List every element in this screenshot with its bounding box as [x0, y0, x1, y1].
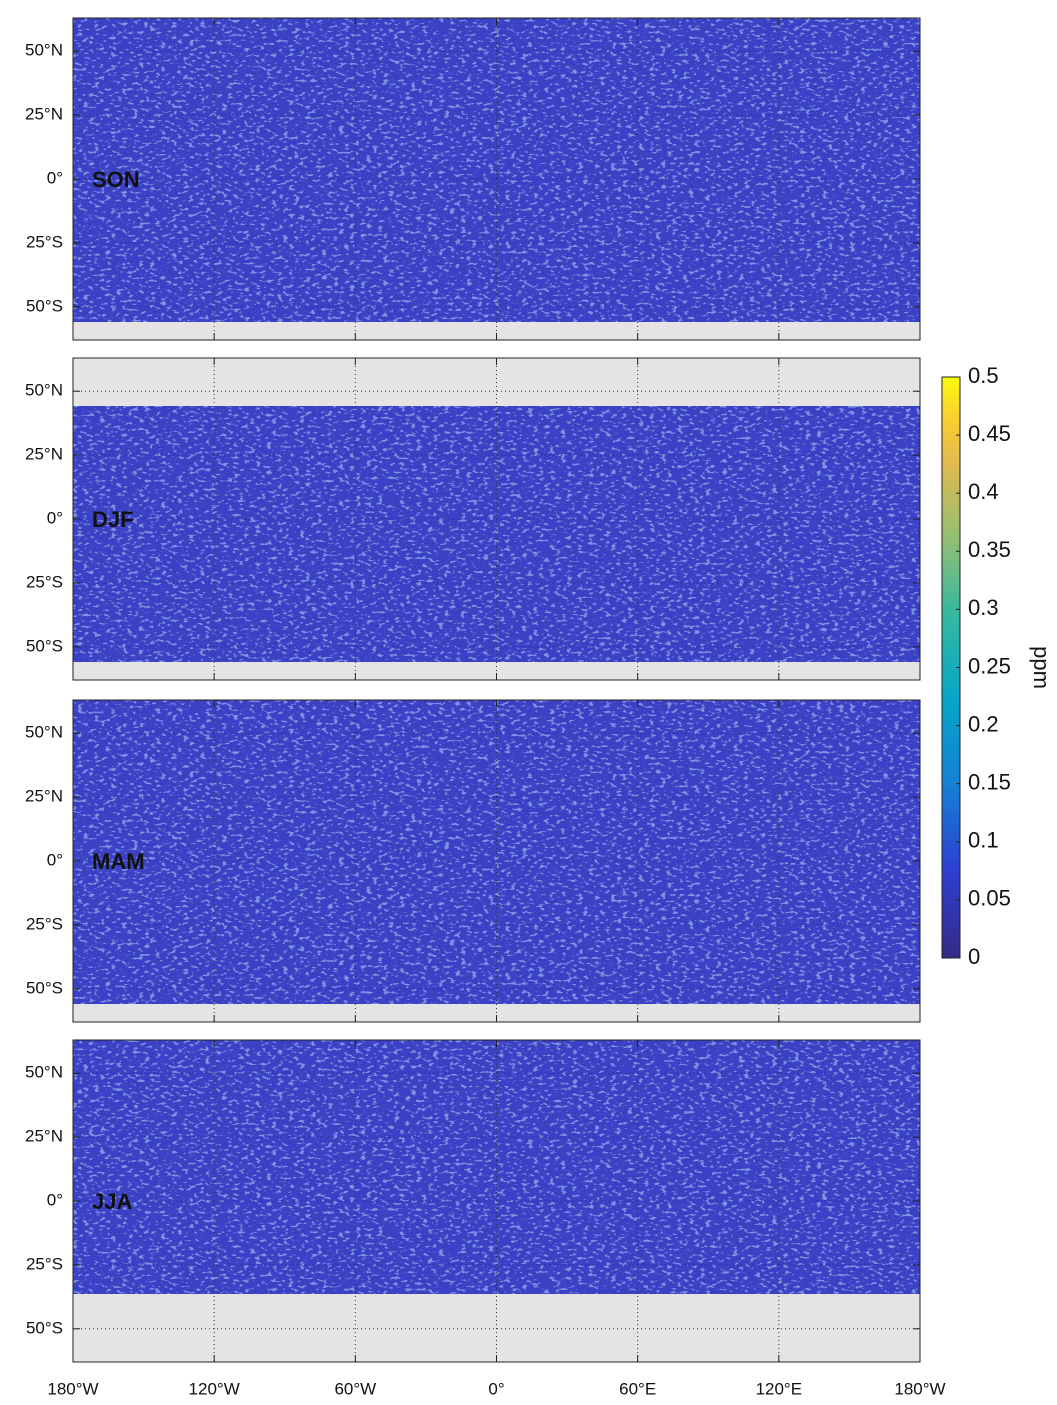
- lon-tick-label: 120°E: [756, 1379, 803, 1398]
- lat-tick-label: 25°S: [26, 1254, 63, 1273]
- lat-tick-label: 0°: [47, 1190, 63, 1209]
- map-frame: [72, 357, 921, 681]
- lat-tick-label: 25°N: [25, 1127, 63, 1146]
- lat-tick-label: 50°N: [25, 41, 63, 60]
- lon-tick-label: 180°W: [894, 1379, 945, 1398]
- lon-tick-label: 120°W: [189, 1379, 240, 1398]
- lat-tick-label: 25°S: [26, 914, 63, 933]
- lon-tick-label: 180°W: [47, 1379, 98, 1398]
- colorbar-tick-label: 0.1: [968, 828, 999, 853]
- colorbar-label: ppm: [1029, 646, 1054, 689]
- lat-tick-label: 0°: [47, 168, 63, 187]
- lat-tick-label: 25°S: [26, 572, 63, 591]
- colorbar-tick-label: 0.35: [968, 537, 1011, 562]
- lat-tick-label: 50°S: [26, 636, 63, 655]
- lat-tick-label: 25°S: [26, 232, 63, 251]
- lon-tick-label: 60°W: [334, 1379, 376, 1398]
- lat-tick-label: 0°: [47, 850, 63, 869]
- season-label: DJF: [92, 507, 134, 532]
- lat-tick-label: 50°N: [25, 723, 63, 742]
- colorbar-tick-label: 0.25: [968, 653, 1011, 678]
- colorbar-tick-label: 0.2: [968, 711, 999, 736]
- season-label: JJA: [92, 1189, 132, 1214]
- colorbar-tick-label: 0.15: [968, 770, 1011, 795]
- colorbar-tick-label: 0.45: [968, 421, 1011, 446]
- colorbar: 0 0.05 0.1 0.15 0.2 0.25 0.3 0.35 0.4 0.45 0.5 ppm: [941, 363, 1054, 969]
- lat-tick-label: 50°N: [25, 381, 63, 400]
- lat-tick-label: 50°N: [25, 1063, 63, 1082]
- lat-tick-label: 0°: [47, 508, 63, 527]
- map-frame: [72, 17, 921, 341]
- map-frame: [72, 699, 921, 1023]
- season-label: MAM: [92, 849, 145, 874]
- colorbar-tick-label: 0: [968, 944, 980, 969]
- lat-tick-label: 50°S: [26, 296, 63, 315]
- colorbar-tick-label: 0.3: [968, 595, 999, 620]
- lat-tick-label: 50°S: [26, 978, 63, 997]
- colorbar-tick-label: 0.5: [968, 363, 999, 388]
- lat-tick-label: 50°S: [26, 1318, 63, 1337]
- lat-tick-label: 25°N: [25, 445, 63, 464]
- colorbar-tick-label: 0.4: [968, 479, 999, 504]
- lat-tick-label: 25°N: [25, 105, 63, 124]
- lon-tick-label: 0°: [488, 1379, 504, 1398]
- lon-tick-label: 60°E: [619, 1379, 656, 1398]
- map-frame: [72, 1039, 921, 1363]
- lat-tick-label: 25°N: [25, 787, 63, 806]
- colorbar-tick-label: 0.05: [968, 886, 1011, 911]
- season-label: SON: [92, 167, 140, 192]
